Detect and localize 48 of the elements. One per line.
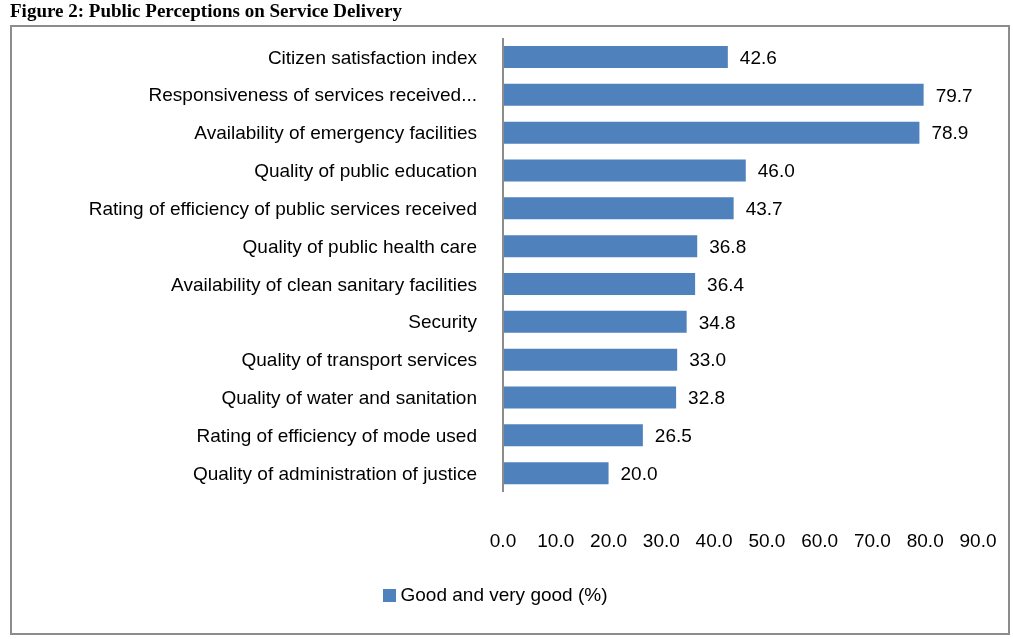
y-tick-label: Quality of public education	[254, 160, 477, 182]
x-tick-label: 20.0	[590, 530, 628, 552]
bar	[503, 235, 698, 258]
data-label: 78.9	[931, 122, 969, 144]
bar	[503, 310, 687, 333]
y-tick-label: Quality of administration of justice	[192, 462, 477, 484]
bar	[503, 273, 696, 295]
y-tick-label: Availability of clean sanitary facilities	[171, 273, 477, 295]
y-tick-label: Quality of public health care	[242, 235, 477, 257]
bar	[503, 424, 643, 447]
y-tick-label: Responsiveness of services received...	[148, 84, 477, 106]
x-tick-label: 70.0	[853, 530, 891, 552]
text: Figure 2: Public Perceptions on Service Delivery	[10, 0, 402, 22]
legend-label: Good and very good (%)	[400, 584, 608, 605]
bar	[503, 462, 609, 485]
x-tick-label: 60.0	[801, 530, 839, 552]
x-tick-label: 80.0	[906, 530, 944, 552]
bar	[503, 46, 728, 68]
y-tick-label: Quality of transport services	[241, 349, 477, 371]
data-label: 43.7	[745, 198, 783, 220]
bar	[503, 83, 924, 106]
y-tick-label: Citizen satisfaction index	[267, 46, 478, 68]
data-label: 33.0	[689, 349, 727, 371]
x-tick-label: 30.0	[642, 530, 680, 552]
y-tick-label: Rating of efficiency of public services received	[88, 197, 477, 219]
bar	[503, 386, 677, 409]
bar	[503, 159, 746, 182]
data-label: 79.7	[935, 84, 973, 106]
y-tick-label: Quality of water and sanitation	[221, 387, 477, 409]
data-label: 46.0	[757, 160, 795, 182]
data-label: 34.8	[698, 311, 736, 333]
x-tick-label: 10.0	[537, 530, 575, 552]
data-label: 20.0	[620, 462, 658, 484]
data-label: 26.5	[654, 425, 692, 447]
x-tick-label: 40.0	[695, 530, 733, 552]
y-tick-label: Availability of emergency facilities	[194, 122, 477, 144]
data-label: 36.8	[709, 235, 747, 257]
data-label: 42.6	[739, 46, 777, 68]
x-tick-label: 50.0	[748, 530, 786, 552]
bar	[503, 197, 734, 220]
data-label: 32.8	[688, 387, 726, 409]
bar	[503, 121, 920, 144]
x-tick-label: 90.0	[959, 530, 997, 552]
data-label: 36.4	[707, 273, 745, 295]
bar	[503, 348, 678, 371]
y-tick-label: Rating of efficiency of mode used	[196, 424, 477, 446]
y-tick-label: Security	[408, 311, 478, 333]
x-tick-label: 0.0	[489, 530, 517, 552]
